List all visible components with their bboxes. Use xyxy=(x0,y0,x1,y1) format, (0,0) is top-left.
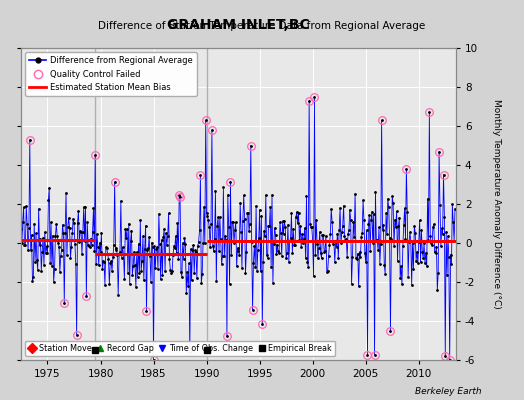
Y-axis label: Monthly Temperature Anomaly Difference (°C): Monthly Temperature Anomaly Difference (… xyxy=(492,99,501,309)
Title: GRAHAM INLET,BC: GRAHAM INLET,BC xyxy=(167,18,310,32)
Text: Berkeley Earth: Berkeley Earth xyxy=(416,387,482,396)
Text: Difference of Station Temperature Data from Regional Average: Difference of Station Temperature Data f… xyxy=(99,21,425,31)
Legend: Station Move, Record Gap, Time of Obs. Change, Empirical Break: Station Move, Record Gap, Time of Obs. C… xyxy=(25,340,335,356)
